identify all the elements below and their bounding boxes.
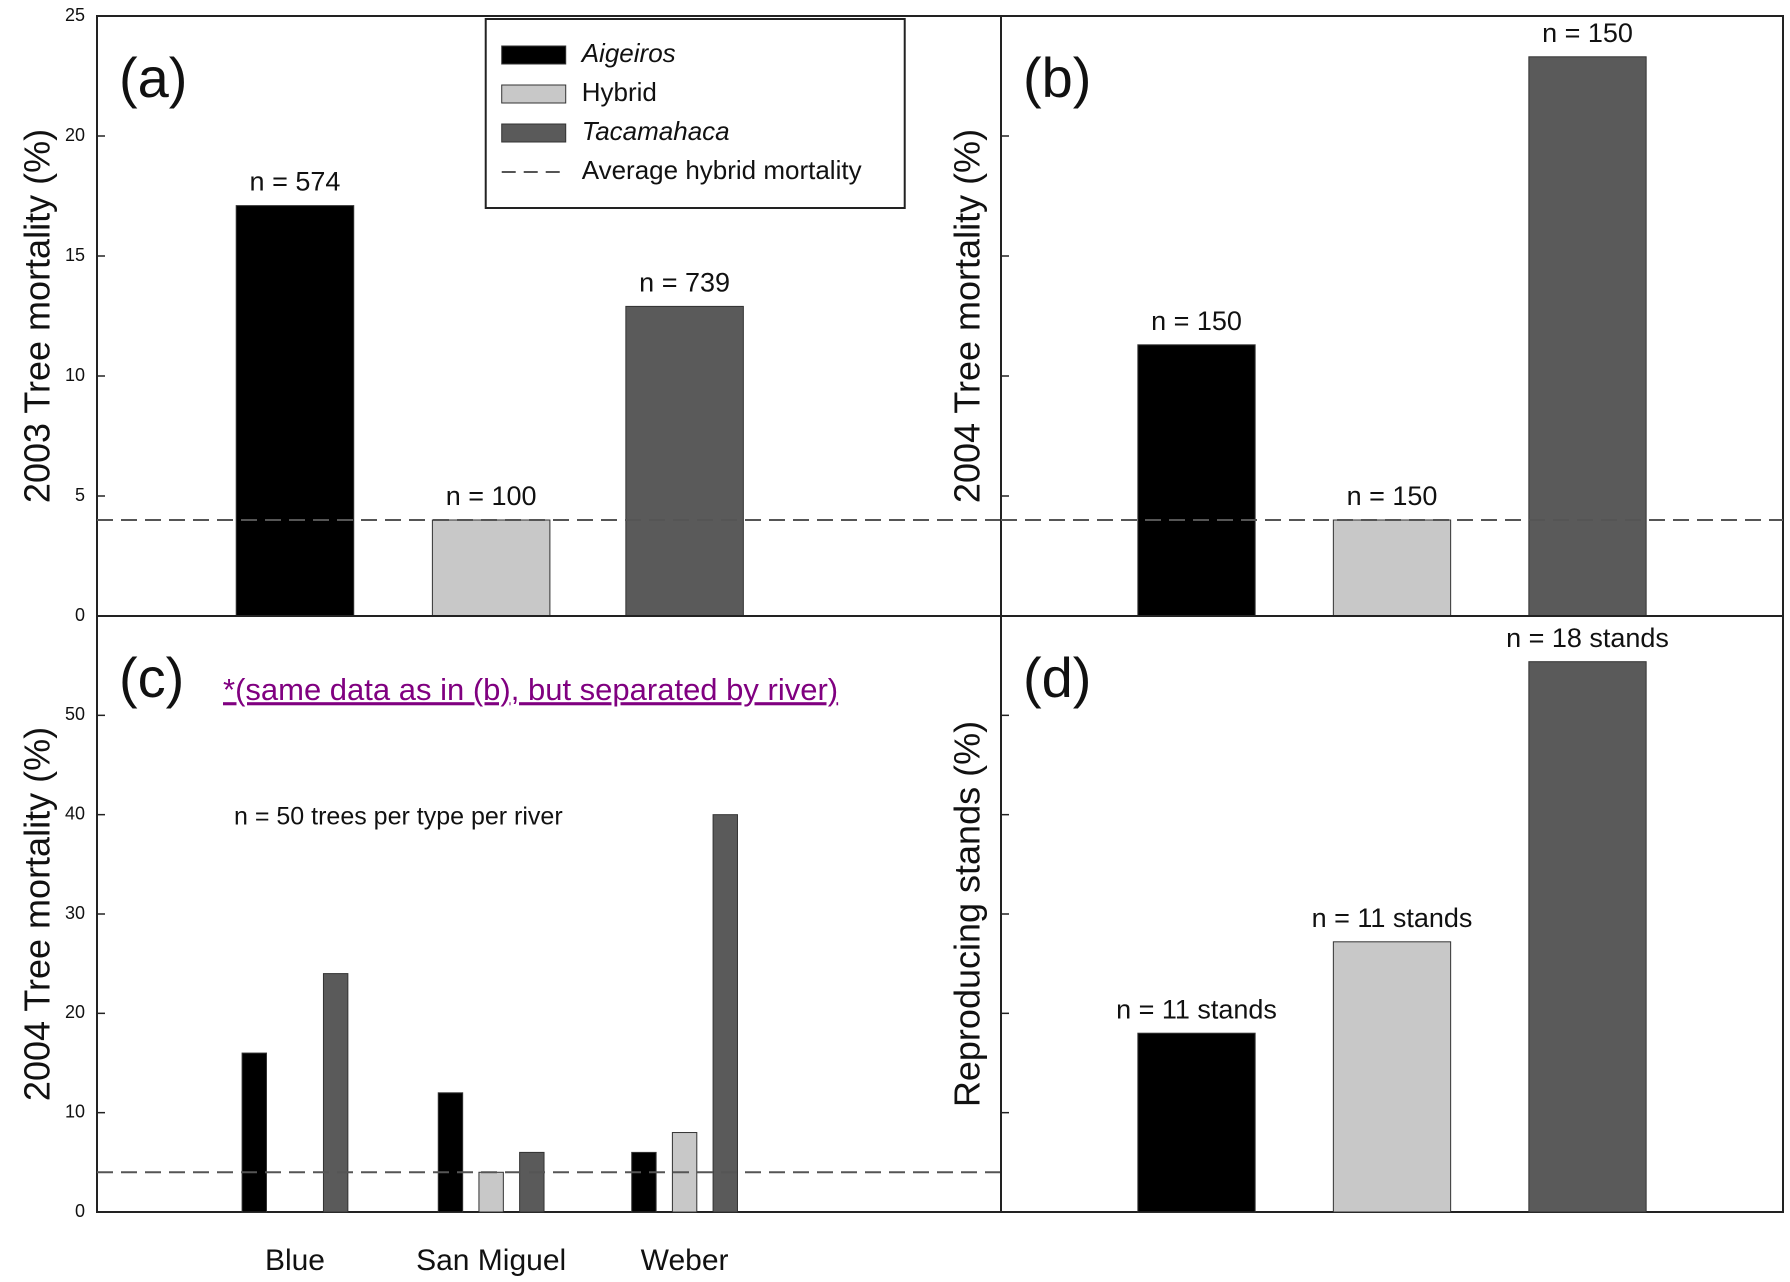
figure: 0 5 10 15 20 25 2003 Tree mortality (%) (a) n = … bbox=[0, 0, 1790, 1282]
y-tick-label: 5 bbox=[75, 485, 85, 505]
legend-label: Tacamahaca bbox=[582, 116, 730, 146]
bar bbox=[1333, 942, 1450, 1212]
bar bbox=[479, 1172, 503, 1212]
y-tick-label: 40 bbox=[65, 803, 85, 823]
bar bbox=[626, 306, 744, 616]
y-tick-label: 15 bbox=[65, 245, 85, 265]
bar bbox=[438, 1093, 462, 1212]
annotation: n = 50 trees per type per river bbox=[234, 803, 563, 831]
legend-label: Aigeiros bbox=[580, 38, 676, 68]
x-tick-label: San Miguel bbox=[416, 1244, 566, 1277]
bar bbox=[1138, 345, 1255, 616]
bar bbox=[1138, 1033, 1255, 1212]
bar bbox=[236, 206, 354, 616]
y-tick-label: 20 bbox=[65, 1002, 85, 1022]
y-axis-label: Reproducing stands (%) bbox=[947, 721, 988, 1107]
legend-swatch bbox=[502, 46, 566, 64]
n-label: n = 11 stands bbox=[1312, 903, 1473, 933]
n-label: n = 18 stands bbox=[1506, 623, 1669, 653]
bar bbox=[242, 1053, 266, 1212]
panel-label: (d) bbox=[1023, 646, 1091, 709]
legend-label: Average hybrid mortality bbox=[582, 155, 862, 185]
panel-label: (a) bbox=[119, 46, 187, 109]
bar bbox=[713, 815, 737, 1212]
y-axis-label: 2004 Tree mortality (%) bbox=[17, 727, 58, 1101]
legend-swatch bbox=[502, 124, 566, 142]
n-label: n = 11 stands bbox=[1116, 994, 1277, 1024]
n-label: n = 739 bbox=[639, 268, 730, 298]
bar bbox=[432, 520, 550, 616]
bar bbox=[1529, 57, 1646, 616]
panel-label: (b) bbox=[1023, 46, 1091, 109]
n-label: n = 150 bbox=[1151, 306, 1242, 336]
n-label: n = 574 bbox=[250, 167, 341, 197]
legend-label: Hybrid bbox=[582, 77, 657, 107]
y-tick-label: 0 bbox=[75, 1201, 85, 1221]
y-tick-label: 50 bbox=[65, 704, 85, 724]
bar bbox=[1333, 520, 1450, 616]
x-tick-label: Blue bbox=[265, 1244, 325, 1277]
panel-label: (c) bbox=[119, 646, 184, 709]
bar bbox=[520, 1152, 544, 1212]
n-label: n = 150 bbox=[1542, 18, 1633, 48]
y-axis-label: 2004 Tree mortality (%) bbox=[947, 129, 988, 503]
y-tick-label: 25 bbox=[65, 5, 85, 25]
y-tick-label: 0 bbox=[75, 605, 85, 625]
y-tick-label: 20 bbox=[65, 125, 85, 145]
y-axis-label: 2003 Tree mortality (%) bbox=[17, 129, 58, 503]
subtitle: *(same data as in (b), but separated by … bbox=[223, 672, 838, 707]
bar bbox=[632, 1152, 656, 1212]
n-label: n = 150 bbox=[1347, 481, 1438, 511]
x-tick-label: Weber bbox=[641, 1244, 729, 1277]
legend-swatch bbox=[502, 85, 566, 103]
y-tick-label: 10 bbox=[65, 365, 85, 385]
y-tick-label: 10 bbox=[65, 1101, 85, 1121]
y-tick-label: 30 bbox=[65, 903, 85, 923]
n-label: n = 100 bbox=[446, 481, 537, 511]
bar bbox=[323, 974, 347, 1212]
bar bbox=[1529, 662, 1646, 1212]
